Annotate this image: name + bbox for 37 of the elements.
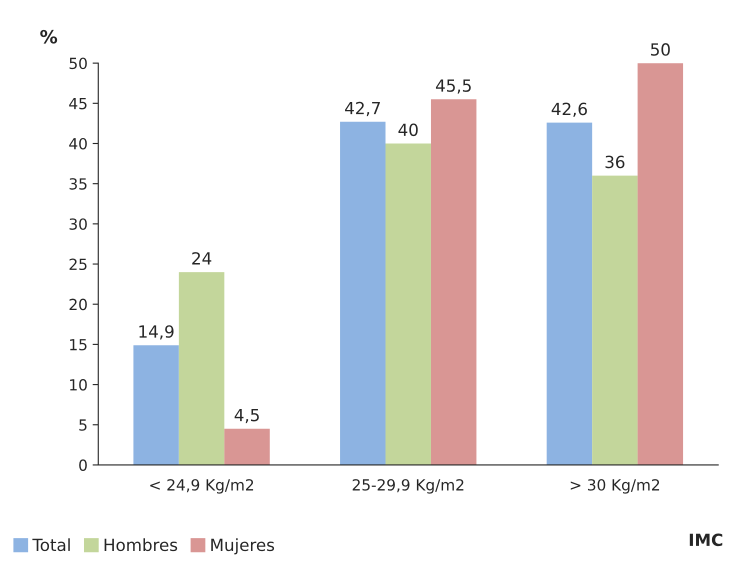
legend-label: Hombres <box>104 538 178 552</box>
bar <box>546 122 592 465</box>
y-tick-label: 15 <box>70 339 87 350</box>
bar <box>340 122 386 465</box>
data-label: 4,5 <box>234 408 259 424</box>
y-tick-label: 40 <box>69 138 87 150</box>
y-tick-label: 0 <box>79 459 87 471</box>
bar <box>592 176 638 465</box>
bar <box>224 428 270 465</box>
y-tick-label: 5 <box>79 419 87 431</box>
legend-label: Total <box>32 538 70 552</box>
data-label: 42,6 <box>552 102 587 117</box>
bar <box>638 63 684 465</box>
x-tick-label: < 24,9 Kg/m2 <box>150 479 254 494</box>
y-tick-label: 45 <box>69 98 87 110</box>
data-label: 24 <box>192 252 212 264</box>
y-tick-label: 30 <box>70 218 87 230</box>
x-tick-label: > 30 Kg/m2 <box>570 479 660 494</box>
bar <box>386 144 431 465</box>
y-tick-label: 10 <box>70 379 87 391</box>
y-axis-title: % <box>40 30 58 44</box>
y-tick-label: 35 <box>70 178 87 190</box>
data-label: 42,7 <box>345 102 380 116</box>
bar <box>430 99 476 465</box>
x-tick-label: 25-29,9 Kg/m2 <box>352 479 464 494</box>
bar <box>133 345 179 465</box>
y-tick-label: 50 <box>70 58 87 70</box>
data-label: 40 <box>398 123 418 136</box>
y-tick-label: 20 <box>70 298 87 310</box>
data-label: 50 <box>651 43 670 56</box>
legend-label: Mujeres <box>211 538 274 554</box>
x-axis-title: IMC <box>690 534 722 546</box>
data-label: 45,5 <box>436 80 471 94</box>
y-tick-label: 25 <box>70 258 87 270</box>
data-label: 14,9 <box>139 325 174 340</box>
data-label: 36 <box>606 156 624 168</box>
bar <box>178 272 224 465</box>
